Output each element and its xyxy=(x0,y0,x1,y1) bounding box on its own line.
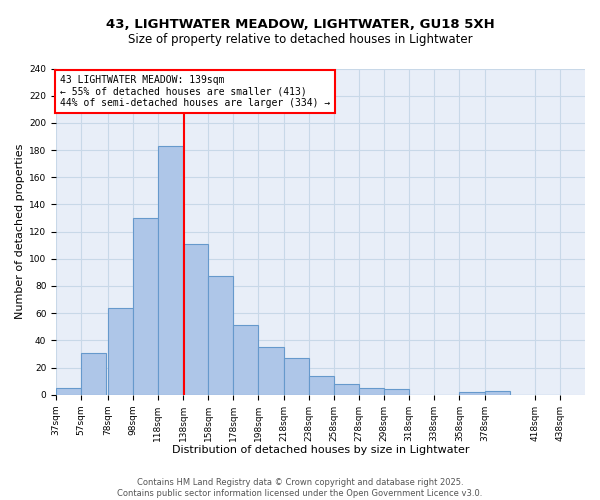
Bar xyxy=(133,218,158,394)
Bar xyxy=(359,388,384,394)
Bar xyxy=(259,347,284,395)
Text: Size of property relative to detached houses in Lightwater: Size of property relative to detached ho… xyxy=(128,32,472,46)
Text: 43, LIGHTWATER MEADOW, LIGHTWATER, GU18 5XH: 43, LIGHTWATER MEADOW, LIGHTWATER, GU18 … xyxy=(106,18,494,30)
X-axis label: Distribution of detached houses by size in Lightwater: Distribution of detached houses by size … xyxy=(172,445,469,455)
Text: 43 LIGHTWATER MEADOW: 139sqm
← 55% of detached houses are smaller (413)
44% of s: 43 LIGHTWATER MEADOW: 139sqm ← 55% of de… xyxy=(60,76,330,108)
Bar xyxy=(183,244,208,394)
Bar xyxy=(460,392,485,394)
Bar xyxy=(284,358,308,395)
Bar xyxy=(107,308,133,394)
Bar xyxy=(485,390,509,394)
Y-axis label: Number of detached properties: Number of detached properties xyxy=(15,144,25,320)
Text: Contains HM Land Registry data © Crown copyright and database right 2025.
Contai: Contains HM Land Registry data © Crown c… xyxy=(118,478,482,498)
Bar xyxy=(334,384,359,394)
Bar xyxy=(308,376,334,394)
Bar xyxy=(233,326,259,394)
Bar xyxy=(81,352,106,395)
Bar xyxy=(384,390,409,394)
Bar xyxy=(208,276,233,394)
Bar xyxy=(56,388,81,394)
Bar xyxy=(158,146,183,394)
